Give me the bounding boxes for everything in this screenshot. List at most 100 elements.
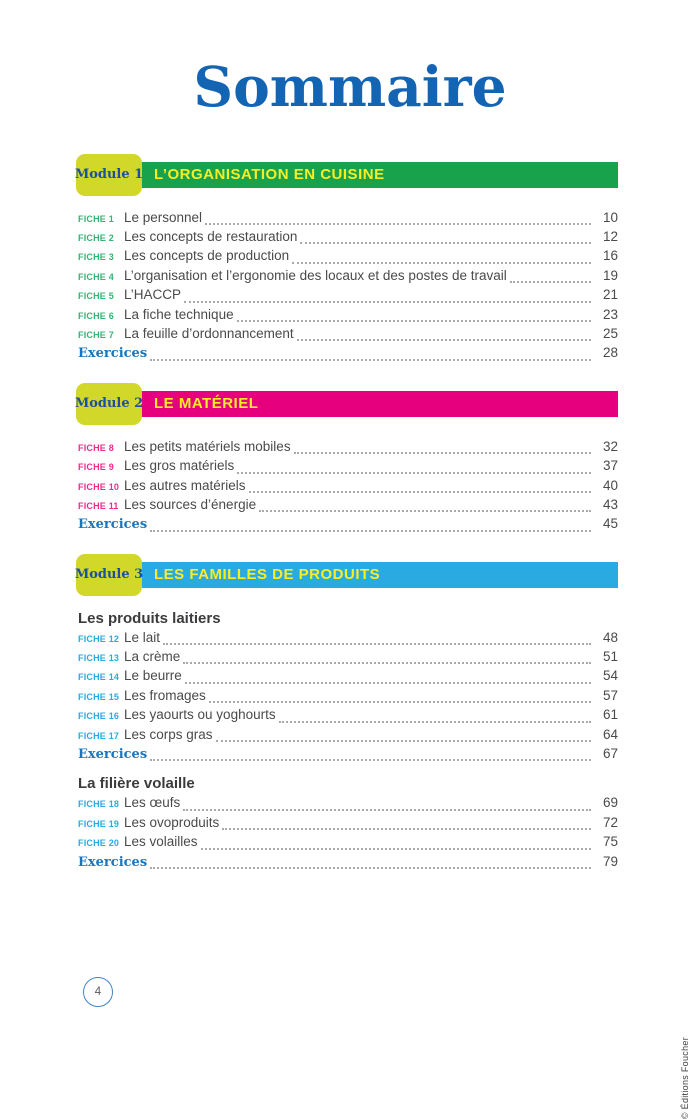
page-ref: 64 — [602, 726, 618, 742]
module-bar: LES FAMILLES DE PRODUITS — [134, 561, 618, 588]
module-title: L’ORGANISATION EN CUISINE — [154, 166, 385, 184]
dotted-leader — [150, 529, 591, 532]
fiche-label: FICHE 8 — [78, 442, 114, 453]
fiche-title: Les sources d’énergie — [124, 496, 257, 512]
dotted-leader — [237, 471, 591, 474]
fiche-label: FICHE 5 — [78, 291, 114, 302]
exercices-row: Exercices 28 — [78, 345, 618, 364]
dotted-leader — [205, 222, 591, 225]
exercices-label: Exercices — [78, 747, 148, 763]
dotted-leader — [183, 662, 591, 665]
fiche-title: L’organisation et l’ergonomie des locaux… — [124, 267, 507, 283]
module-bar: L’ORGANISATION EN CUISINE — [134, 161, 618, 188]
fiche-title: Les œufs — [124, 795, 181, 811]
toc-row: FICHE 11 Les sources d’énergie 43 — [78, 497, 618, 516]
fiche-title: Les yaourts ou yoghourts — [124, 707, 276, 723]
fiche-label: FICHE 17 — [78, 730, 120, 741]
dotted-leader — [184, 681, 591, 684]
exercices-label: Exercices — [78, 854, 148, 870]
module-body: Les produits laitiers FICHE 12 Le lait 4… — [78, 610, 618, 873]
module-header: L’ORGANISATION EN CUISINE Module 1 — [74, 153, 618, 196]
toc-row: FICHE 16 Les yaourts ou yoghourts 61 — [78, 707, 618, 726]
fiche-title: Les petits matériels mobiles — [124, 438, 291, 454]
fiche-label: FICHE 16 — [78, 711, 120, 722]
toc-row: FICHE 2 Les concepts de restauration 12 — [78, 229, 618, 248]
toc-row: FICHE 5 L’HACCP 21 — [78, 287, 618, 306]
page-ref: 75 — [602, 834, 618, 850]
fiche-title: Les volailles — [124, 834, 198, 850]
page-number-badge: 4 — [83, 977, 113, 1007]
dotted-leader — [150, 759, 591, 762]
dotted-leader — [293, 452, 591, 455]
toc-row: FICHE 3 Les concepts de production 16 — [78, 248, 618, 267]
fiche-label: FICHE 2 — [78, 232, 114, 243]
fiche-label: FICHE 4 — [78, 271, 114, 282]
module-badge-label: Module 2 — [74, 396, 144, 412]
toc-row: FICHE 1 Le personnel 10 — [78, 210, 618, 229]
page-ref: 79 — [602, 853, 618, 869]
fiche-title: La fiche technique — [124, 306, 234, 322]
fiche-title: La feuille d’ordonnancement — [124, 325, 294, 341]
exercices-label: Exercices — [78, 346, 148, 362]
exercices-row: Exercices 67 — [78, 746, 618, 765]
page-ref: 67 — [602, 746, 618, 762]
fiche-label: FICHE 3 — [78, 252, 114, 263]
page-ref: 61 — [602, 707, 618, 723]
subsection-heading: Les produits laitiers — [78, 609, 221, 627]
page-ref: 23 — [602, 306, 618, 322]
page-number: 4 — [94, 986, 102, 998]
fiche-label: FICHE 11 — [78, 500, 119, 511]
dotted-leader — [163, 643, 591, 646]
toc-row: FICHE 15 Les fromages 57 — [78, 688, 618, 707]
page-ref: 72 — [602, 814, 618, 830]
fiche-title: Les concepts de restauration — [124, 228, 298, 244]
page-ref: 40 — [602, 477, 618, 493]
dotted-leader — [296, 339, 591, 342]
module-badge-label: Module 1 — [74, 167, 144, 183]
toc-row: FICHE 4 L’organisation et l’ergonomie de… — [78, 268, 618, 287]
toc-row: FICHE 7 La feuille d’ordonnancement 25 — [78, 326, 618, 345]
fiche-label: FICHE 14 — [78, 672, 120, 683]
page-ref: 21 — [602, 287, 618, 303]
dotted-leader — [236, 319, 591, 322]
module-badge: Module 1 — [74, 153, 144, 196]
fiche-title: La crème — [124, 649, 181, 665]
page-ref: 69 — [602, 795, 618, 811]
fiche-title: Le personnel — [124, 209, 203, 225]
dotted-leader — [248, 490, 591, 493]
sommaire-page: Sommaire L’ORGANISATION EN CUISINE Modul… — [0, 54, 700, 1119]
dotted-leader — [183, 808, 591, 811]
fiche-label: FICHE 9 — [78, 462, 114, 473]
module-title: LES FAMILLES DE PRODUITS — [154, 566, 381, 584]
subsection-heading: La filière volaille — [78, 775, 195, 793]
module-body: FICHE 1 Le personnel 10 FICHE 2 Les conc… — [78, 210, 618, 365]
module-badge: Module 2 — [74, 382, 144, 425]
module-bar: LE MATÉRIEL — [134, 390, 618, 417]
page-ref: 19 — [602, 267, 618, 283]
dotted-leader — [215, 740, 591, 743]
fiche-label: FICHE 20 — [78, 838, 120, 849]
exercices-row: Exercices 45 — [78, 516, 618, 535]
page-title: Sommaire — [193, 54, 507, 119]
modules: L’ORGANISATION EN CUISINE Module 1 FICHE… — [74, 153, 618, 873]
fiche-label: FICHE 6 — [78, 310, 114, 321]
fiche-label: FICHE 19 — [78, 818, 120, 829]
toc-row: FICHE 9 Les gros matériels 37 — [78, 458, 618, 477]
dotted-leader — [150, 866, 591, 869]
fiche-title: Le lait — [124, 629, 161, 645]
fiche-title: Les autres matériels — [124, 477, 246, 493]
module-title: LE MATÉRIEL — [154, 395, 259, 413]
fiche-title: Les fromages — [124, 687, 206, 703]
page-ref: 12 — [602, 228, 618, 244]
copyright: © Éditions Foucher — [680, 1037, 690, 1119]
dotted-leader — [208, 701, 591, 704]
dotted-leader — [259, 510, 591, 513]
toc-row: FICHE 13 La crème 51 — [78, 649, 618, 668]
page-ref: 48 — [602, 629, 618, 645]
page-ref: 10 — [602, 209, 618, 225]
exercices-row: Exercices 79 — [78, 854, 618, 873]
page-ref: 57 — [602, 687, 618, 703]
module-section: L’ORGANISATION EN CUISINE Module 1 FICHE… — [74, 153, 618, 365]
toc-row: FICHE 8 Les petits matériels mobiles 32 — [78, 439, 618, 458]
page-ref: 32 — [602, 438, 618, 454]
